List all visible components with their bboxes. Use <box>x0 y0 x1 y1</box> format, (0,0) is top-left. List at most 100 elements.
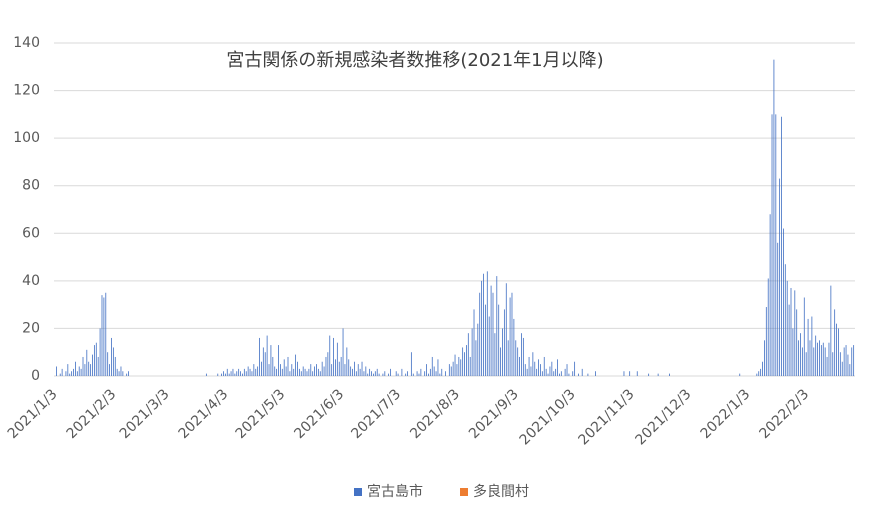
bar <box>519 356 520 376</box>
bar <box>297 361 298 376</box>
bar <box>272 356 274 376</box>
bar <box>511 292 513 376</box>
bar <box>59 373 61 376</box>
bar <box>109 364 110 376</box>
bar <box>435 371 437 376</box>
bar <box>314 366 315 376</box>
bar <box>853 345 855 376</box>
bar <box>739 373 741 376</box>
bar <box>828 342 830 376</box>
bar <box>441 368 443 376</box>
bar <box>824 347 826 376</box>
bar <box>105 292 107 376</box>
bar <box>223 371 224 376</box>
bar <box>545 368 547 376</box>
bar <box>426 364 427 376</box>
bar <box>536 368 538 376</box>
bar <box>769 214 771 376</box>
bar <box>551 361 553 376</box>
bar <box>317 368 319 376</box>
bar <box>801 347 803 376</box>
bar <box>224 373 226 376</box>
bar <box>365 366 367 376</box>
bar <box>245 371 247 376</box>
bar <box>595 371 596 376</box>
bar <box>279 364 281 376</box>
bar <box>517 347 519 376</box>
bar <box>240 371 241 376</box>
bar <box>274 366 276 376</box>
bar <box>259 337 260 376</box>
bar <box>304 368 306 376</box>
bar <box>758 371 760 376</box>
bar <box>67 364 69 376</box>
bar <box>530 366 532 376</box>
bar <box>338 361 340 376</box>
bar <box>221 373 222 376</box>
bar <box>281 368 283 376</box>
bar <box>88 361 90 376</box>
bar <box>669 373 670 376</box>
bar <box>228 373 230 376</box>
bar <box>657 373 659 376</box>
bar <box>120 366 122 376</box>
bar <box>560 371 562 376</box>
bar <box>836 323 837 376</box>
bar <box>84 364 86 376</box>
bar <box>97 356 99 376</box>
bar <box>388 373 390 376</box>
bar <box>116 368 118 376</box>
bar <box>331 364 333 376</box>
bar <box>543 356 545 376</box>
bar <box>466 345 467 376</box>
bar <box>541 371 543 376</box>
bar <box>452 361 454 376</box>
bar <box>268 364 270 376</box>
bar <box>93 345 95 376</box>
bar <box>838 328 839 376</box>
bar <box>357 364 359 376</box>
bar <box>784 264 786 376</box>
bar <box>335 359 336 376</box>
bar <box>822 342 824 376</box>
bar <box>424 371 426 376</box>
bar <box>462 347 464 376</box>
bar <box>803 297 805 376</box>
bar <box>61 368 63 376</box>
bar <box>817 342 818 376</box>
bar <box>458 356 460 376</box>
bar <box>505 283 507 376</box>
bar <box>760 368 762 376</box>
bar <box>253 364 255 376</box>
bar <box>289 371 291 376</box>
bar <box>327 352 329 376</box>
bar <box>777 242 779 376</box>
bar <box>354 361 355 376</box>
bar <box>56 366 57 376</box>
bar <box>437 359 439 376</box>
bar <box>283 359 285 376</box>
chart-title: 宮古関係の新規感染者数推移(2021年1月以降) <box>226 50 603 71</box>
bar <box>475 340 477 376</box>
bar <box>350 366 352 376</box>
bar <box>513 318 515 376</box>
bar <box>809 340 811 376</box>
bar <box>346 347 348 376</box>
bar <box>502 328 503 376</box>
bar <box>811 316 813 376</box>
bar <box>454 354 456 376</box>
bar <box>805 352 807 376</box>
bar <box>843 347 845 376</box>
bar <box>574 361 576 376</box>
bar <box>378 373 380 376</box>
bar <box>820 345 822 376</box>
bar <box>648 373 650 376</box>
bar <box>448 364 450 376</box>
bar <box>107 352 109 376</box>
bar <box>450 366 452 376</box>
bar <box>355 371 357 376</box>
bar <box>826 356 828 376</box>
bar <box>524 364 526 376</box>
